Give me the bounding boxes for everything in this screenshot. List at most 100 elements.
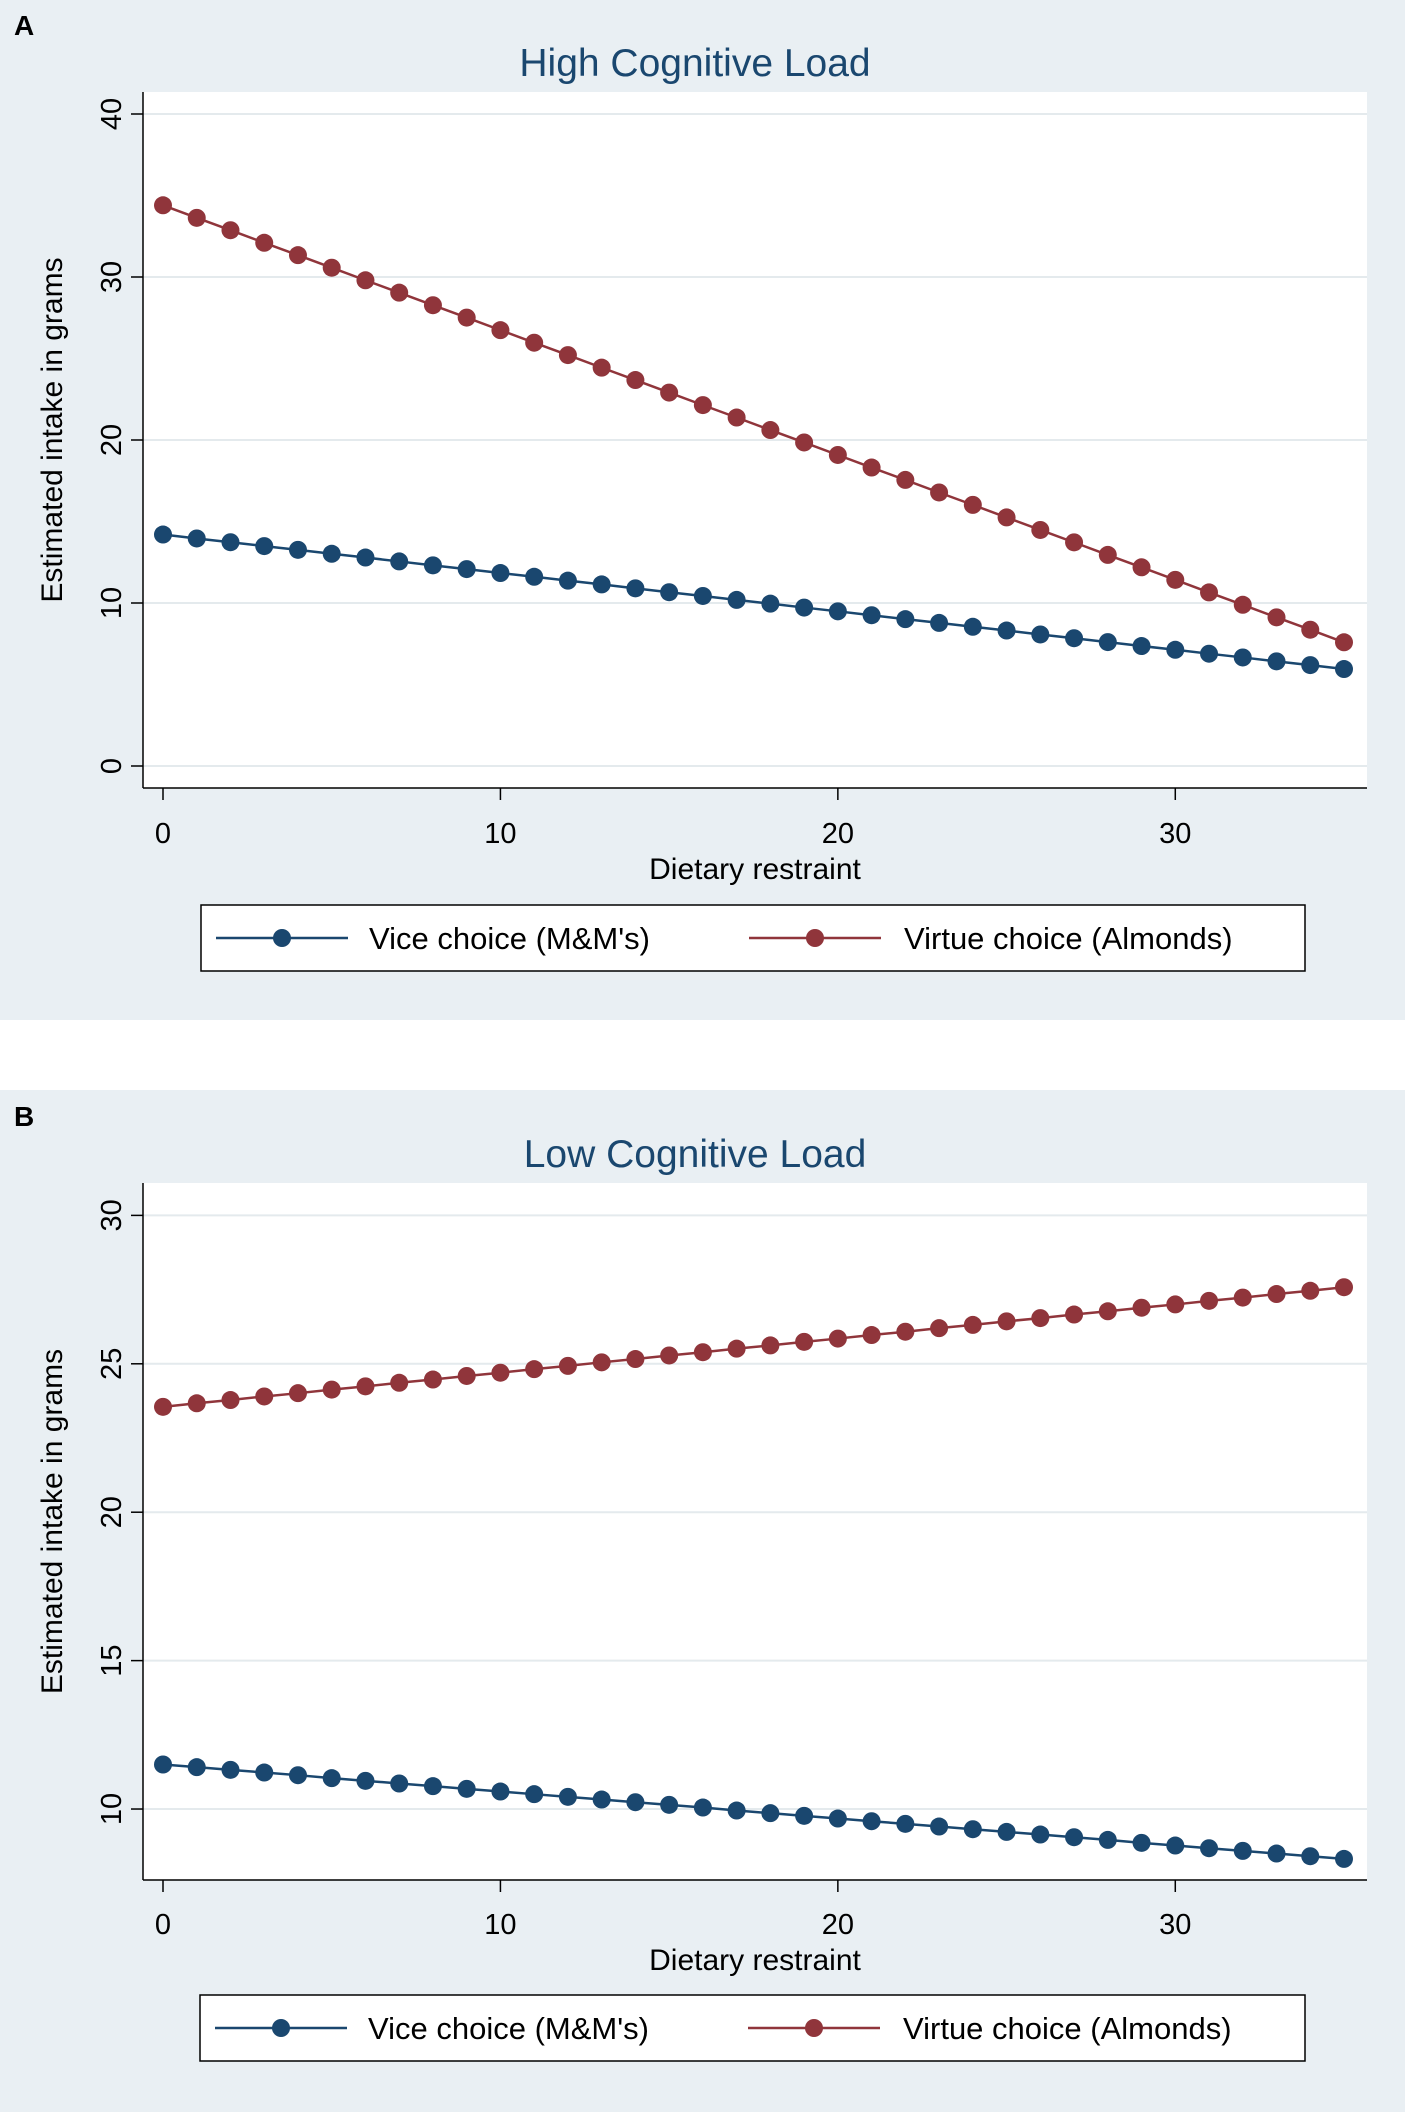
data-point-vice — [1098, 633, 1117, 652]
data-point-virtue — [154, 196, 172, 215]
data-point-virtue — [1031, 1309, 1050, 1328]
data-point-virtue — [1166, 570, 1185, 589]
data-point-virtue — [187, 208, 206, 227]
data-point-vice — [896, 610, 915, 629]
data-point-virtue — [1065, 533, 1084, 552]
data-point-virtue — [423, 296, 442, 315]
data-point-vice — [828, 1809, 847, 1828]
data-point-virtue — [592, 358, 611, 377]
data-point-vice — [761, 1804, 780, 1823]
x-tick-label: 10 — [484, 818, 516, 850]
data-point-vice — [1335, 1849, 1353, 1868]
data-point-virtue — [525, 333, 544, 352]
data-point-vice — [1267, 652, 1286, 671]
data-point-vice — [963, 617, 982, 636]
data-point-vice — [727, 1801, 746, 1820]
legend-marker — [805, 2019, 823, 2037]
data-point-vice — [1267, 1844, 1286, 1863]
panel-a-letter: A — [14, 10, 35, 41]
y-tick-label: 25 — [96, 1348, 128, 1380]
chart-high-cognitive-load: 0 10 20 30 40 0 10 20 30 High Cognitive Load Dieta… — [36, 42, 1367, 972]
data-point-virtue — [1065, 1305, 1084, 1324]
x-tick-label: 20 — [822, 1909, 854, 1941]
data-point-virtue — [221, 1391, 240, 1410]
data-point-virtue — [356, 271, 375, 290]
data-point-vice — [1031, 625, 1050, 644]
y-tick-label: 30 — [96, 1199, 128, 1231]
data-point-vice — [187, 529, 206, 548]
data-point-virtue — [862, 1326, 881, 1345]
data-point-virtue — [660, 383, 679, 402]
data-point-virtue — [1335, 633, 1353, 652]
data-point-virtue — [1267, 1285, 1286, 1304]
x-tick-label: 30 — [1159, 818, 1191, 850]
data-point-virtue — [828, 1329, 847, 1348]
x-axis-label: Dietary restraint — [649, 853, 861, 886]
data-point-vice — [187, 1758, 206, 1777]
legend-label: Vice choice (M&M's) — [369, 921, 650, 956]
data-point-virtue — [896, 1322, 915, 1341]
data-point-virtue — [862, 458, 881, 477]
data-point-virtue — [1267, 608, 1286, 627]
data-point-vice — [1233, 1841, 1252, 1860]
y-tick-label: 40 — [96, 98, 128, 130]
data-point-vice — [423, 556, 442, 575]
data-point-virtue — [626, 1350, 645, 1369]
legend-marker — [806, 929, 824, 947]
data-point-virtue — [930, 483, 949, 502]
data-point-vice — [1166, 1836, 1185, 1855]
data-point-vice — [693, 586, 712, 605]
data-point-vice — [660, 1795, 679, 1814]
data-point-vice — [558, 1787, 577, 1806]
data-point-vice — [322, 544, 341, 563]
legend-marker — [273, 929, 291, 947]
data-point-vice — [1200, 1839, 1219, 1858]
panel-b-letter: B — [14, 1101, 35, 1132]
data-point-vice — [288, 1766, 307, 1785]
data-point-vice — [1233, 648, 1252, 667]
data-point-virtue — [930, 1319, 949, 1338]
data-point-virtue — [1098, 545, 1117, 564]
data-point-vice — [1200, 644, 1219, 663]
data-point-virtue — [1098, 1302, 1117, 1321]
data-point-virtue — [997, 1312, 1016, 1331]
data-point-virtue — [1301, 620, 1320, 639]
data-point-vice — [255, 537, 274, 556]
data-point-vice — [423, 1777, 442, 1796]
data-point-vice — [221, 533, 240, 552]
data-point-vice — [1335, 660, 1353, 679]
data-point-vice — [154, 1755, 172, 1774]
data-point-vice — [154, 525, 172, 544]
data-point-vice — [390, 552, 409, 571]
data-point-vice — [255, 1763, 274, 1782]
data-point-virtue — [896, 470, 915, 489]
data-point-virtue — [187, 1394, 206, 1413]
chart-title: Low Cognitive Load — [524, 1133, 867, 1176]
legend-box — [200, 904, 1306, 972]
data-point-vice — [491, 564, 510, 583]
data-point-virtue — [626, 371, 645, 390]
data-point-vice — [356, 1771, 375, 1790]
y-tick-label: 20 — [96, 424, 128, 456]
data-point-vice — [1132, 637, 1151, 656]
data-point-vice — [795, 1806, 814, 1825]
data-point-virtue — [828, 445, 847, 464]
data-point-vice — [221, 1760, 240, 1779]
data-point-virtue — [390, 1373, 409, 1392]
data-point-vice — [592, 575, 611, 594]
data-point-vice — [1065, 629, 1084, 648]
data-point-virtue — [491, 1363, 510, 1382]
data-point-virtue — [288, 1384, 307, 1403]
data-point-vice — [288, 540, 307, 559]
data-point-virtue — [423, 1370, 442, 1389]
legend-label: Virtue choice (Almonds) — [903, 2011, 1232, 2046]
data-point-vice — [457, 1779, 476, 1798]
data-point-virtue — [457, 308, 476, 327]
data-point-vice — [693, 1798, 712, 1817]
data-point-virtue — [1200, 583, 1219, 602]
data-point-virtue — [558, 346, 577, 365]
data-point-virtue — [1166, 1295, 1185, 1314]
legend-label: Vice choice (M&M's) — [368, 2011, 649, 2046]
data-point-vice — [626, 579, 645, 598]
